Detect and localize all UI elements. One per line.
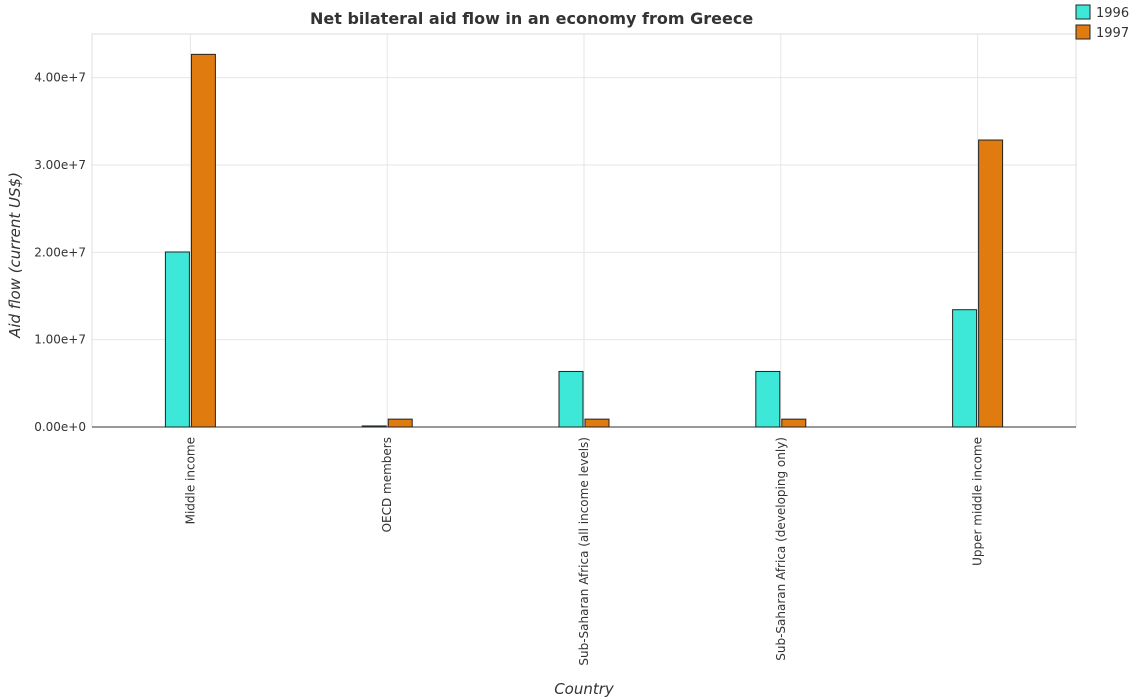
- x-tick-label: Middle income: [183, 437, 197, 524]
- y-tick-label: 2.00e+7: [34, 245, 86, 259]
- bar-1997-1: [387, 418, 413, 428]
- bar-1997-3: [781, 418, 807, 428]
- x-tick-label: OECD members: [380, 437, 394, 532]
- legend-label-1997: 1997: [1096, 26, 1129, 41]
- chart-title: Net bilateral aid flow in an economy fro…: [310, 9, 753, 28]
- y-tick-label: 0.00e+0: [34, 420, 86, 434]
- axes: [91, 33, 1077, 428]
- y-tick-label: 1.00e+7: [34, 333, 86, 347]
- x-tick-label: Sub-Saharan Africa (developing only): [774, 437, 788, 661]
- bar-1996-3: [755, 370, 781, 428]
- x-tick-label: Upper middle income: [971, 437, 985, 566]
- bar-1996-2: [558, 370, 584, 428]
- x-tick-labels: Middle income OECD members Sub-Saharan Afr…: [183, 437, 984, 666]
- grid-lines: [92, 34, 1076, 428]
- x-axis-label: Country: [554, 680, 615, 698]
- bar-1996-1: [361, 425, 387, 428]
- y-tick-labels: 0.00e+0 1.00e+7 2.00e+7 3.00e+7 4.00e+7: [34, 71, 86, 434]
- bars: [164, 53, 1004, 428]
- x-tick-label: Sub-Saharan Africa (all income levels): [577, 437, 591, 666]
- bar-1997-0: [190, 53, 216, 428]
- legend-swatch-1996: [1075, 4, 1091, 20]
- y-axis-label: Aid flow (current US$): [6, 172, 24, 339]
- bar-1996-4: [952, 309, 978, 428]
- legend-swatch-1997: [1075, 24, 1091, 40]
- y-tick-label: 4.00e+7: [34, 71, 86, 85]
- bar-1996-0: [164, 251, 190, 428]
- legend-label-1996: 1996: [1096, 6, 1129, 21]
- bar-1997-2: [584, 418, 610, 428]
- legend: 1996 1997: [1075, 4, 1129, 41]
- y-tick-label: 3.00e+7: [34, 158, 86, 172]
- bar-1997-4: [978, 139, 1004, 428]
